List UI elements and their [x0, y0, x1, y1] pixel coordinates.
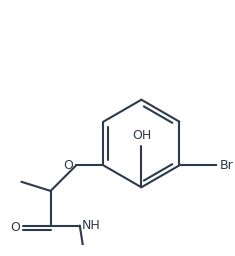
Text: OH: OH	[132, 129, 151, 142]
Text: O: O	[11, 221, 20, 234]
Text: Br: Br	[219, 159, 233, 172]
Text: O: O	[63, 159, 73, 172]
Text: NH: NH	[82, 219, 100, 232]
